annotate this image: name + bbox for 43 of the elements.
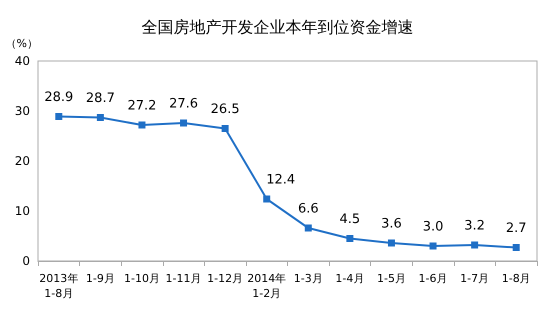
data-label: 4.5 xyxy=(340,212,360,227)
point xyxy=(471,242,478,248)
point xyxy=(55,113,62,120)
data-label: 12.4 xyxy=(266,172,296,188)
point xyxy=(304,224,312,232)
point xyxy=(388,240,395,246)
x-tick-label: 2014年 1-2月 xyxy=(247,272,286,300)
x-tick-label: 1-11月 xyxy=(166,272,202,285)
x-tick-label: 1-3月 xyxy=(294,272,323,285)
data-label: 6.6 xyxy=(298,202,319,216)
x-tick-label: 1-4月 xyxy=(335,272,364,285)
point xyxy=(180,120,188,126)
data-label: 2.7 xyxy=(506,221,527,236)
data-label: 26.5 xyxy=(210,102,240,117)
point xyxy=(512,244,520,251)
x-tick-label: 1-10月 xyxy=(124,272,160,285)
data-label: 3.6 xyxy=(381,216,402,232)
y-tick-label: 30 xyxy=(14,104,30,118)
point xyxy=(430,242,437,250)
point xyxy=(138,122,146,128)
x-tick-label: 1-6月 xyxy=(418,272,448,285)
y-axis-title: （%） xyxy=(6,37,38,50)
x-tick-label: 2013年 1-8月 xyxy=(39,272,78,300)
data-label: 3.0 xyxy=(422,220,444,234)
data-label: 28.9 xyxy=(44,90,74,105)
data-label: 3.2 xyxy=(464,218,485,234)
x-tick-label: 1-9月 xyxy=(86,272,115,285)
y-tick-label: 20 xyxy=(14,154,30,168)
y-tick-label: 40 xyxy=(14,54,30,68)
point xyxy=(96,114,104,121)
x-tick-label: 1-5月 xyxy=(376,272,406,285)
data-label: 28.7 xyxy=(86,91,115,106)
point xyxy=(263,196,270,202)
data-label: 27.6 xyxy=(169,96,198,112)
chart-title: 全国房地产开发企业本年到位资金增速 xyxy=(142,18,414,36)
x-tick-label: 1-8月 xyxy=(502,272,531,285)
y-tick-label: 10 xyxy=(14,204,30,218)
point xyxy=(346,235,354,242)
point xyxy=(222,125,229,132)
y-tick-label: 0 xyxy=(22,254,30,268)
x-tick-label: 1-12月 xyxy=(207,272,244,285)
x-tick-label: 1-7月 xyxy=(460,272,490,285)
data-label: 27.2 xyxy=(127,98,156,114)
